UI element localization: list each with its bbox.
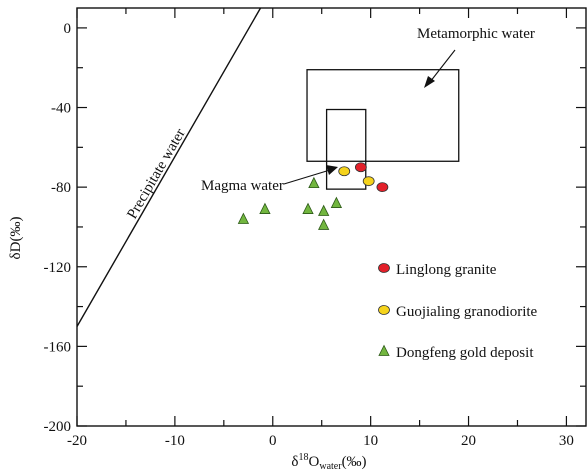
precipitate-water-label: Precipitate water [124, 126, 188, 222]
x-axis-label-main: O [309, 454, 320, 470]
plot-frame [76, 7, 587, 427]
reference-lines [76, 7, 262, 327]
legend: Linglong granite Guojialing granodiorite D… [378, 262, 538, 361]
precipitate-water-line [76, 7, 262, 327]
x-axis-label-sub: water [319, 461, 342, 472]
metamorphic-water-arrow [429, 49, 456, 83]
dongfeng-gold-deposit-point [302, 202, 314, 214]
y-tick-label: -80 [51, 180, 71, 196]
data-points [237, 162, 389, 230]
linglong-granite-point [354, 162, 367, 173]
x-tick-label: -20 [67, 433, 87, 449]
x-tick-label: -10 [165, 433, 185, 449]
metamorphic-water-arrowhead [424, 76, 435, 88]
dongfeng-gold-deposit-point [237, 212, 250, 224]
guojialing-granodiorite-point [362, 176, 375, 187]
dongfeng-gold-deposit-point [318, 204, 330, 216]
metamorphic-water-region [306, 69, 460, 162]
axis-tick-labels: -20 -10 0 10 20 30 0 -40 -80 -120 -160 -200 [44, 21, 574, 449]
dongfeng-gold-deposit-point [330, 196, 343, 208]
y-axis-label: δD(‰) [8, 217, 24, 260]
legend-marker-dongfeng-gold-deposit [378, 344, 390, 356]
regions [306, 69, 460, 190]
y-tick-label: 0 [64, 21, 72, 37]
y-tick-label: -40 [51, 101, 71, 117]
y-tick-label: -200 [44, 419, 72, 435]
x-axis-label-base: δ [291, 454, 298, 470]
x-axis-label-sup: 18 [299, 452, 309, 463]
axis-ticks [76, 8, 586, 427]
x-tick-label: 10 [363, 433, 378, 449]
legend-label-dongfeng-gold-deposit: Dongfeng gold deposit [396, 345, 534, 361]
legend-label-linglong-granite: Linglong granite [396, 262, 497, 278]
y-tick-label: -120 [44, 260, 72, 276]
magma-water-label: Magma water [201, 178, 284, 194]
dongfeng-gold-deposit-point [259, 202, 271, 214]
legend-marker-linglong-granite [378, 263, 390, 273]
legend-label-guojialing-granodiorite: Guojialing granodiorite [396, 304, 538, 320]
x-tick-label: 20 [461, 433, 476, 449]
dongfeng-gold-deposit-point [318, 218, 330, 230]
magma-water-arrowhead [326, 165, 338, 175]
guojialing-granodiorite-point [338, 166, 351, 177]
metamorphic-water-label: Metamorphic water [417, 26, 535, 42]
y-tick-label: -160 [44, 339, 72, 355]
dongfeng-gold-deposit-point [308, 176, 320, 189]
magma-water-arrow [283, 169, 331, 185]
annotations: Metamorphic water Magma water Precipitate … [124, 26, 535, 222]
linglong-granite-point [376, 182, 389, 193]
x-axis-label-unit: (‰) [342, 454, 367, 470]
x-tick-label: 0 [269, 433, 277, 449]
x-axis-label: δ18Owater(‰) [291, 452, 366, 472]
magma-water-region [325, 108, 367, 190]
x-tick-label: 30 [559, 433, 574, 449]
legend-marker-guojialing-granodiorite [378, 305, 390, 315]
